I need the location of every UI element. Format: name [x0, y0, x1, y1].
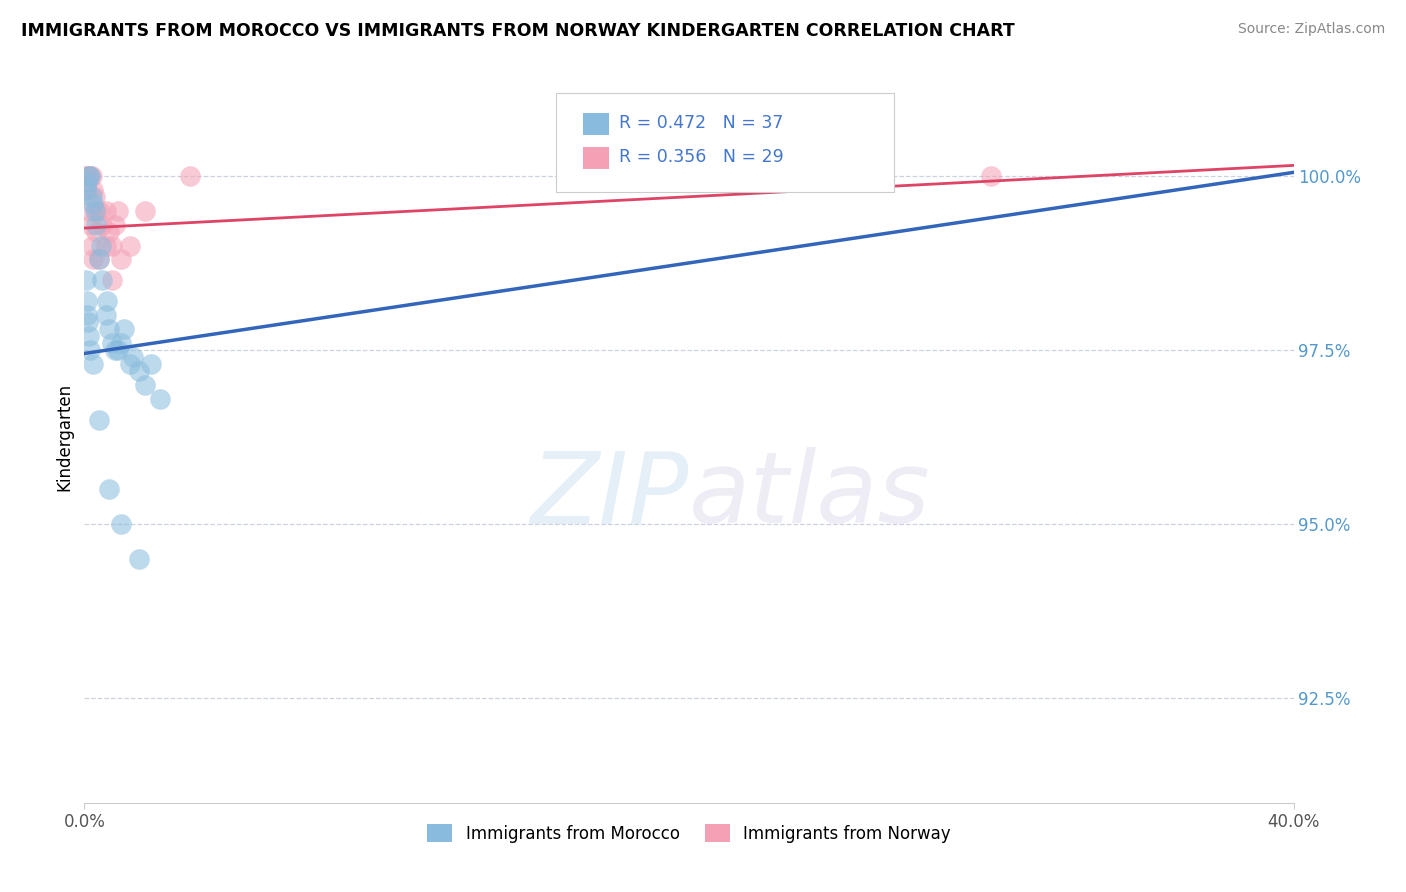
- Point: [121, 350, 143, 364]
- Point: [90, 238, 112, 252]
- Text: ZIP: ZIP: [530, 447, 689, 544]
- Point: [82, 183, 104, 197]
- Point: [80, 169, 103, 183]
- Point: [89, 203, 111, 218]
- Point: [96, 294, 118, 309]
- Point: [76, 169, 98, 183]
- Bar: [582, 146, 609, 169]
- Point: [100, 273, 122, 287]
- Point: [86, 218, 108, 232]
- Point: [82, 357, 104, 371]
- Point: [77, 315, 100, 329]
- Point: [693, 169, 716, 183]
- Point: [100, 238, 122, 252]
- Point: [97, 322, 120, 336]
- Point: [82, 252, 104, 267]
- Point: [86, 225, 108, 239]
- Point: [76, 176, 98, 190]
- Point: [118, 238, 141, 252]
- Point: [97, 225, 120, 239]
- Point: [134, 203, 156, 218]
- Text: R = 0.356   N = 29: R = 0.356 N = 29: [619, 148, 783, 166]
- Point: [89, 252, 111, 267]
- Point: [77, 169, 100, 183]
- Point: [80, 238, 103, 252]
- Point: [75, 273, 97, 287]
- Point: [980, 169, 1002, 183]
- Point: [75, 169, 97, 183]
- Point: [76, 294, 98, 309]
- Text: Source: ZipAtlas.com: Source: ZipAtlas.com: [1237, 22, 1385, 37]
- Point: [139, 357, 162, 371]
- Point: [77, 169, 100, 183]
- Text: IMMIGRANTS FROM MOROCCO VS IMMIGRANTS FROM NORWAY KINDERGARTEN CORRELATION CHART: IMMIGRANTS FROM MOROCCO VS IMMIGRANTS FR…: [21, 22, 1015, 40]
- Y-axis label: Kindergarten: Kindergarten: [55, 383, 73, 491]
- Point: [118, 357, 141, 371]
- Point: [76, 308, 98, 322]
- Point: [149, 392, 172, 406]
- Point: [79, 218, 101, 232]
- Point: [104, 343, 127, 357]
- Point: [79, 169, 101, 183]
- FancyBboxPatch shape: [555, 94, 894, 192]
- Point: [91, 218, 114, 232]
- Point: [104, 218, 127, 232]
- Point: [134, 377, 156, 392]
- Point: [89, 252, 111, 267]
- Point: [79, 343, 101, 357]
- Point: [86, 203, 108, 218]
- Legend: Immigrants from Morocco, Immigrants from Norway: Immigrants from Morocco, Immigrants from…: [420, 818, 957, 849]
- Point: [84, 190, 107, 204]
- Point: [82, 196, 104, 211]
- Point: [94, 238, 117, 252]
- Point: [94, 203, 117, 218]
- Point: [179, 169, 201, 183]
- Point: [75, 183, 97, 197]
- Point: [80, 190, 103, 204]
- Point: [100, 336, 122, 351]
- Point: [89, 412, 111, 426]
- Point: [128, 552, 150, 566]
- Bar: [582, 113, 609, 135]
- Point: [112, 322, 135, 336]
- Point: [107, 203, 129, 218]
- Point: [76, 183, 98, 197]
- Point: [91, 273, 114, 287]
- Point: [84, 203, 107, 218]
- Point: [77, 329, 100, 343]
- Point: [110, 517, 132, 532]
- Text: atlas: atlas: [689, 447, 931, 544]
- Point: [77, 203, 100, 218]
- Point: [97, 483, 120, 497]
- Point: [110, 336, 132, 351]
- Point: [110, 252, 132, 267]
- Text: R = 0.472   N = 37: R = 0.472 N = 37: [619, 114, 783, 132]
- Point: [128, 364, 150, 378]
- Point: [79, 169, 101, 183]
- Point: [107, 343, 129, 357]
- Point: [94, 308, 117, 322]
